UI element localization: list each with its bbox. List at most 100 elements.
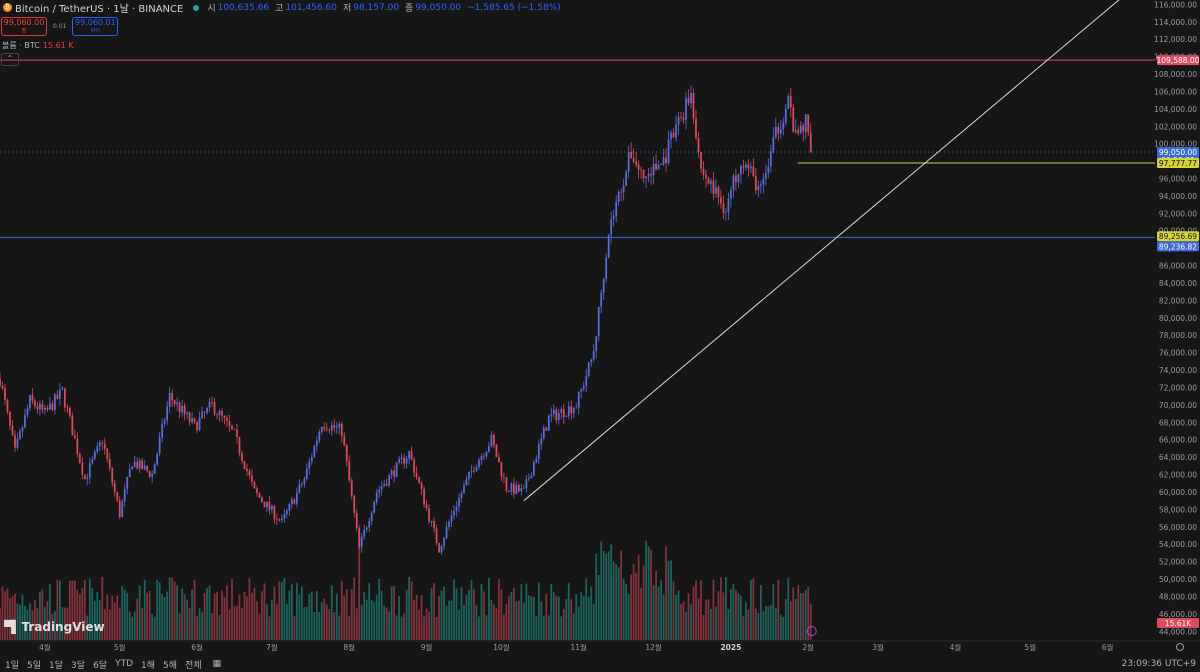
candle-body xyxy=(400,457,403,460)
candle-body xyxy=(300,484,303,486)
candle-body xyxy=(460,493,463,498)
buy-button[interactable]: 99,060.01 바이 xyxy=(72,17,119,36)
candle-body xyxy=(123,489,126,502)
calendar-range-icon[interactable]: ▦ xyxy=(212,659,222,669)
volume-bar xyxy=(592,603,595,640)
candle-body xyxy=(515,485,518,494)
volume-bar xyxy=(221,590,223,640)
volume-bar xyxy=(570,599,573,640)
candle-body xyxy=(375,492,378,503)
volume-bar xyxy=(393,586,396,640)
volume-bar xyxy=(607,551,610,640)
candle-body xyxy=(93,451,96,459)
volume-bar xyxy=(258,613,261,640)
range-3m[interactable]: 3달 xyxy=(71,660,86,671)
volume-bar xyxy=(186,599,188,640)
bottom-toolbar: 1일 5일 1달 3달 6달 YTD 1해 5해 전체 ▦ 23:09:36 U… xyxy=(0,656,1200,672)
range-6m[interactable]: 6달 xyxy=(93,660,108,671)
range-all[interactable]: 전체 xyxy=(185,660,202,671)
volume-bar xyxy=(278,581,281,640)
candle-body xyxy=(218,410,221,415)
volume-bar xyxy=(286,603,288,640)
symbol-title[interactable]: Bitcoin / TetherUS · 1날 · BINANCE xyxy=(15,4,184,15)
candle-body xyxy=(433,521,435,529)
volume-bar xyxy=(63,607,66,640)
candle-body xyxy=(370,512,373,522)
candle-body xyxy=(350,480,353,496)
range-5d[interactable]: 5일 xyxy=(27,660,42,671)
price-tick-label: 56,000.00 xyxy=(1159,523,1197,532)
candle-body xyxy=(46,407,49,410)
volume-bar xyxy=(24,605,26,640)
candle-body xyxy=(226,417,228,422)
range-1m[interactable]: 1달 xyxy=(49,660,64,671)
volume-bar xyxy=(101,576,104,640)
volume-bar xyxy=(470,580,473,640)
volume-bar xyxy=(268,616,271,640)
volume-bar xyxy=(325,604,328,640)
candle-body xyxy=(612,216,615,220)
volume-bar xyxy=(747,609,750,640)
range-1y[interactable]: 1해 xyxy=(141,660,156,671)
open-value: 100,635.66 xyxy=(217,2,270,13)
volume-bar xyxy=(720,577,722,640)
candle-body xyxy=(445,527,448,539)
price-tick-label: 66,000.00 xyxy=(1159,436,1197,445)
volume-bar xyxy=(78,594,81,640)
volume-bar xyxy=(448,600,450,640)
volume-bar xyxy=(206,588,208,640)
volume-legend[interactable]: 볼륨 · BTC 15.61 K xyxy=(2,40,74,51)
chevron-up-icon[interactable]: ⌃ xyxy=(1,53,19,66)
time-tick-label: 5월 xyxy=(114,642,126,652)
volume-bar xyxy=(323,598,326,640)
volume-bar xyxy=(717,591,720,640)
volume-bar xyxy=(752,578,755,640)
range-5y[interactable]: 5해 xyxy=(163,660,178,671)
candle-body xyxy=(418,477,420,483)
candle-body xyxy=(809,132,812,152)
volume-bar xyxy=(562,608,565,640)
candle-body xyxy=(473,470,475,472)
volume-bar xyxy=(405,589,408,640)
candle-body xyxy=(36,406,39,410)
price-tick-label: 60,000.00 xyxy=(1159,488,1197,497)
volume-bar xyxy=(418,609,420,640)
candle-body xyxy=(26,408,29,415)
candle-body xyxy=(24,414,26,428)
sell-button[interactable]: 99,060.00 팔 xyxy=(1,17,47,36)
candle-body xyxy=(261,497,263,502)
candle-body xyxy=(595,336,598,352)
volume-bar xyxy=(695,580,697,640)
volume-bar xyxy=(665,546,667,640)
candle-body xyxy=(522,487,525,489)
volume-bar xyxy=(754,608,757,640)
candle-body xyxy=(722,203,725,213)
candle-body xyxy=(363,529,366,537)
candle-body xyxy=(86,477,89,479)
candle-body xyxy=(597,306,600,337)
volume-bar xyxy=(183,594,186,640)
candle-body xyxy=(782,122,785,130)
volume-bar xyxy=(338,615,341,640)
candle-body xyxy=(325,428,328,430)
candle-body xyxy=(126,477,129,490)
candle-body xyxy=(278,519,281,521)
candle-body xyxy=(550,414,553,416)
low-label: 저 xyxy=(342,4,352,14)
clock[interactable]: 23:09:36 UTC+9 xyxy=(1121,659,1196,669)
candle-body xyxy=(799,125,802,134)
candle-body xyxy=(622,185,625,193)
volume-bar xyxy=(463,605,465,640)
volume-bar xyxy=(315,591,318,640)
candle-body xyxy=(171,393,174,401)
range-1d[interactable]: 1일 xyxy=(5,660,20,671)
candle-body xyxy=(268,501,271,510)
price-tag xyxy=(1157,241,1199,252)
candle-body xyxy=(493,434,495,446)
volume-bar xyxy=(777,579,780,640)
candle-body xyxy=(779,129,782,134)
volume-bar xyxy=(764,605,767,640)
volume-bar xyxy=(248,578,251,640)
range-ytd[interactable]: YTD xyxy=(115,659,134,669)
